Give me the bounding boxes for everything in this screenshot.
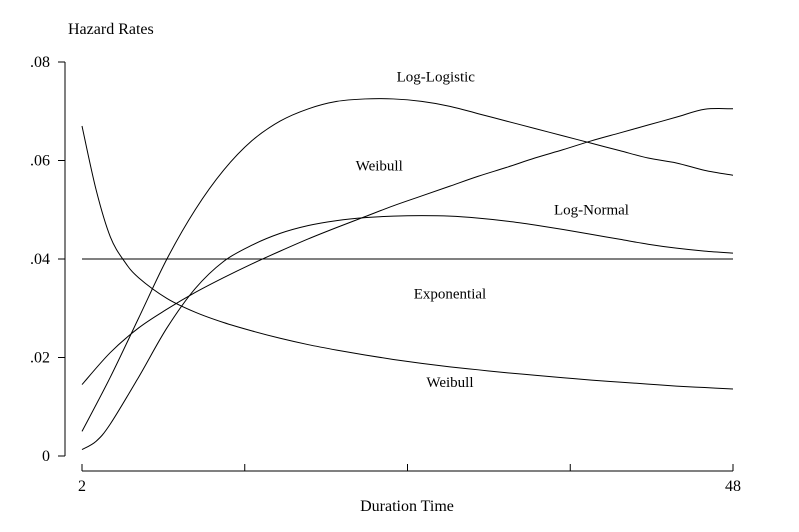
x-axis-ticks: 2 48 xyxy=(78,464,741,495)
x-axis-title: Duration Time xyxy=(360,498,454,515)
curve-label: Weibull xyxy=(426,375,473,391)
y-tick-label: .08 xyxy=(30,54,50,71)
weibull-decreasing-curve xyxy=(81,125,734,390)
weibull-increasing-curve xyxy=(81,108,734,385)
y-axis-ticks: 0 .02 .04 .06 .08 xyxy=(30,54,65,465)
x-tick-label: 2 xyxy=(78,478,86,495)
log-normal-curve xyxy=(81,215,734,451)
series-curves xyxy=(81,98,734,451)
y-tick-label: .06 xyxy=(30,153,50,170)
curve-label: Log-Logistic xyxy=(397,70,476,86)
curve-label: Log-Normal xyxy=(554,203,629,219)
y-tick-label: .02 xyxy=(30,350,50,367)
y-axis-title: Hazard Rates xyxy=(68,21,154,38)
curve-annotations: Log-Logistic Weibull Log-Normal Exponential… xyxy=(356,70,629,391)
log-logistic-curve xyxy=(81,98,734,432)
x-tick-label: 48 xyxy=(725,478,741,495)
curve-label: Exponential xyxy=(414,286,486,302)
y-tick-label: 0 xyxy=(42,448,50,465)
curve-label: Weibull xyxy=(356,158,403,174)
y-tick-label: .04 xyxy=(30,251,50,268)
